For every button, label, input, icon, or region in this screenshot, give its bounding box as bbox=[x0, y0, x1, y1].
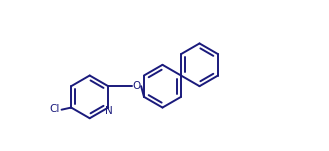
Text: Cl: Cl bbox=[49, 104, 60, 114]
Text: O: O bbox=[132, 81, 140, 91]
Text: N: N bbox=[105, 106, 113, 116]
